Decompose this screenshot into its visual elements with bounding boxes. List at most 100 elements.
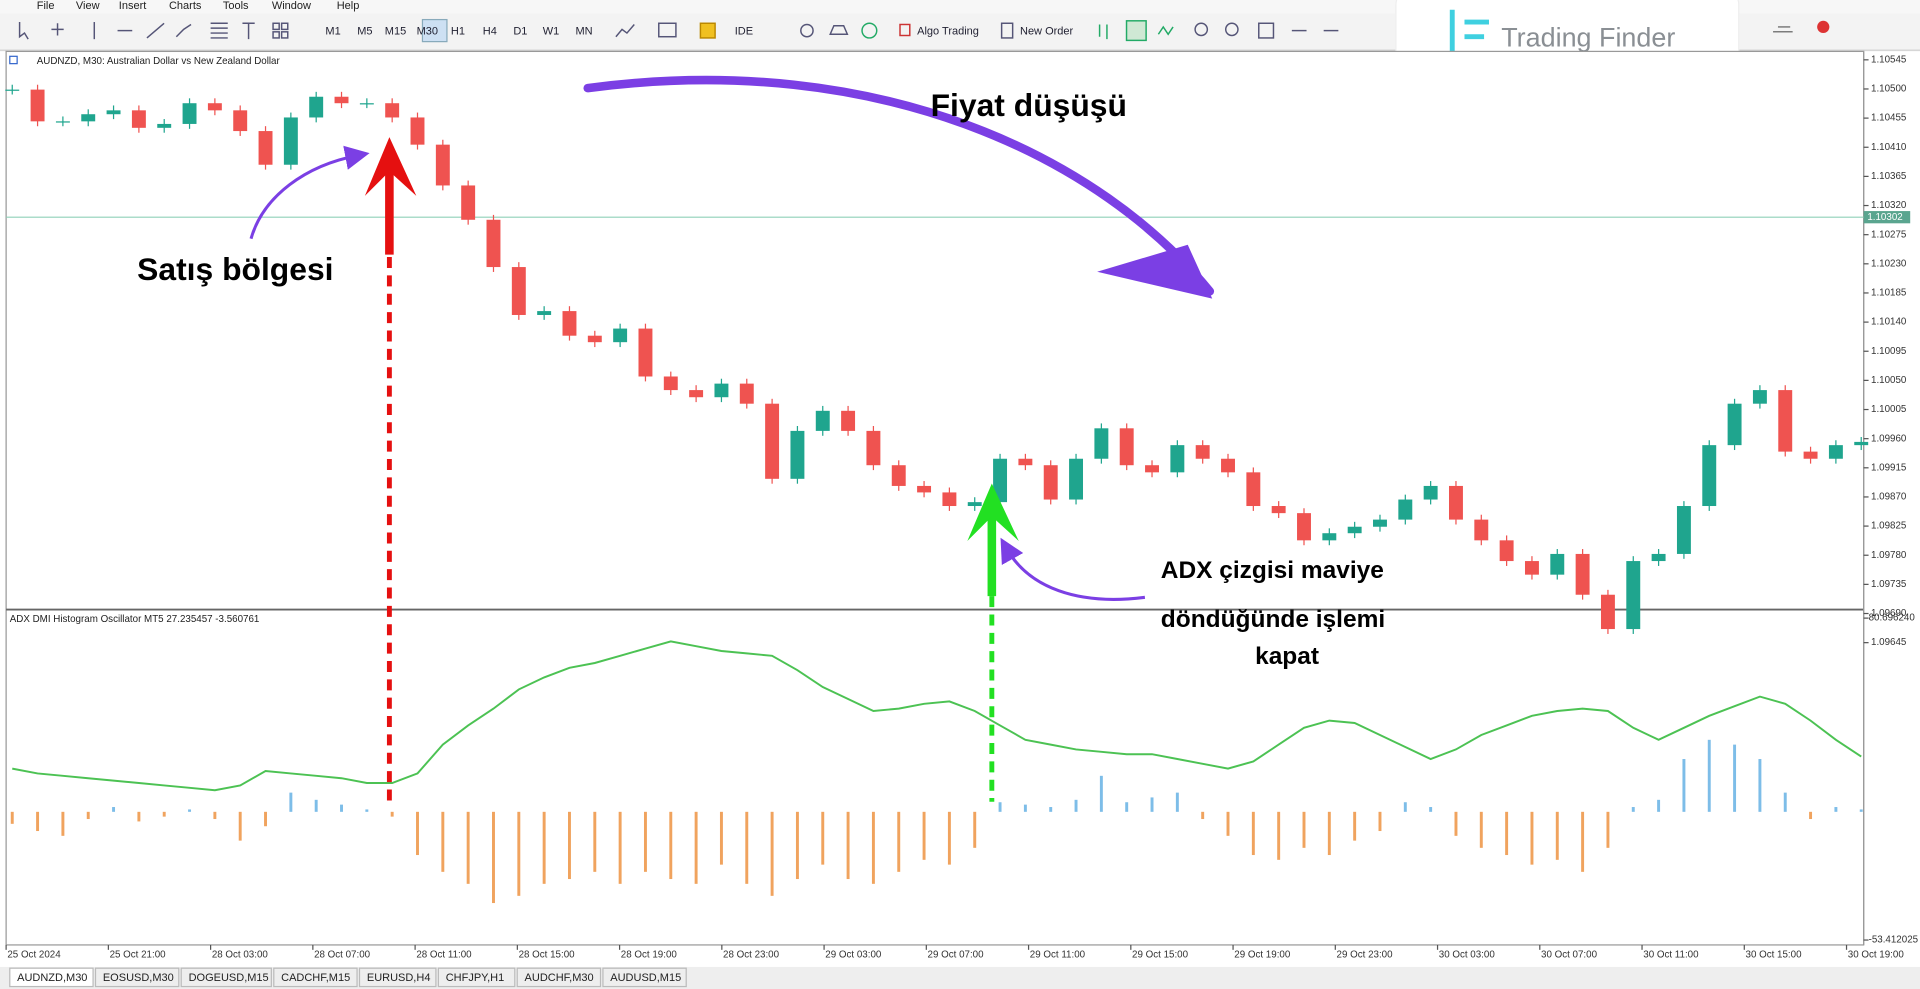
- histogram-bar: [416, 811, 419, 856]
- candle: [1854, 441, 1869, 446]
- tab[interactable]: [437, 967, 516, 988]
- algo-button[interactable]: Algo Trading: [917, 26, 979, 38]
- histogram-bar: [1099, 775, 1103, 812]
- histogram-bar: [643, 811, 647, 872]
- tab-label[interactable]: EOSUSD,M30: [103, 972, 174, 984]
- chart-frame: [5, 50, 1865, 946]
- histogram-bar: [568, 811, 571, 880]
- menu-item[interactable]: Insert: [119, 0, 147, 12]
- candle: [511, 267, 526, 315]
- chart-title: AUDNZD, M30: Australian Dollar vs New Ze…: [37, 56, 281, 67]
- candle: [714, 383, 729, 398]
- y-tick-label: 1.09870: [1871, 492, 1907, 503]
- tab[interactable]: [516, 967, 602, 988]
- histogram-bar: [745, 811, 749, 884]
- tab[interactable]: [94, 967, 180, 988]
- histogram-bar: [390, 811, 394, 817]
- histogram-bar: [542, 811, 546, 884]
- candle: [1043, 465, 1058, 500]
- menu-item[interactable]: Window: [272, 0, 311, 12]
- candle: [1170, 445, 1185, 473]
- candle: [182, 103, 197, 124]
- histogram-bar: [1302, 811, 1306, 848]
- candle: [1119, 428, 1134, 466]
- y-tick-label: 1.10320: [1871, 200, 1907, 211]
- timeframe-button[interactable]: M15: [385, 26, 406, 38]
- menu-item[interactable]: Tools: [223, 0, 249, 12]
- histogram-bar: [441, 811, 445, 872]
- tab[interactable]: [180, 967, 272, 988]
- histogram-bar: [821, 811, 825, 865]
- histogram-bar: [719, 811, 723, 865]
- candle: [1524, 561, 1539, 575]
- timeframe-button[interactable]: H1: [451, 26, 465, 38]
- histogram-bar: [1733, 744, 1737, 812]
- timeframe-button[interactable]: H4: [483, 26, 497, 38]
- candle: [1094, 428, 1109, 459]
- y-tick-label: 1.09960: [1871, 433, 1907, 444]
- histogram-bar: [1049, 807, 1053, 812]
- tab[interactable]: [273, 967, 358, 988]
- timeframe-button[interactable]: W1: [543, 26, 560, 38]
- sell-pointer: [249, 145, 370, 240]
- tab[interactable]: [358, 967, 437, 988]
- current-price-box: [1863, 211, 1911, 224]
- y-tick-label: 1.10500: [1871, 84, 1907, 95]
- candle: [258, 131, 273, 165]
- x-tick-label: 30 Oct 15:00: [1746, 949, 1803, 960]
- current-price-label: 1.10302: [1867, 212, 1902, 223]
- candle: [1499, 540, 1514, 562]
- tab-label[interactable]: EURUSD,H4: [367, 972, 431, 984]
- candle: [157, 123, 172, 128]
- timeframe-button[interactable]: M30: [417, 26, 438, 38]
- timeframe-button[interactable]: D1: [513, 26, 527, 38]
- ide-button[interactable]: IDE: [735, 26, 753, 38]
- y-tick-label: 80.696240: [1869, 613, 1916, 624]
- candle: [1018, 458, 1033, 466]
- tab-label[interactable]: CHFJPY,H1: [446, 972, 504, 984]
- histogram-bar: [517, 811, 521, 896]
- histogram-bar: [1530, 811, 1534, 865]
- histogram-bar: [1682, 759, 1686, 812]
- histogram-bar: [1834, 807, 1838, 812]
- drop-arrow-head: [1097, 244, 1213, 299]
- tab-label[interactable]: AUDNZD,M30: [17, 972, 87, 984]
- histogram-bar: [1479, 811, 1483, 848]
- tab-label[interactable]: CADCHF,M15: [281, 972, 350, 984]
- candle: [1195, 445, 1210, 459]
- y-tick-label: 1.09780: [1871, 550, 1907, 561]
- x-tick-label: 30 Oct 19:00: [1848, 949, 1905, 960]
- candle: [1727, 403, 1742, 446]
- timeframe-button[interactable]: M1: [325, 26, 340, 38]
- candle: [1702, 445, 1717, 507]
- histogram-bar: [213, 811, 217, 820]
- tab-label[interactable]: AUDCHF,M30: [525, 972, 594, 984]
- tab-label[interactable]: AUDUSD,M15: [610, 972, 681, 984]
- logo-text: Trading Finder: [1501, 22, 1675, 52]
- annotation: Fiyat düşüşü: [931, 87, 1127, 123]
- histogram-bar: [112, 807, 116, 812]
- timeframe-button[interactable]: MN: [576, 26, 593, 38]
- candle: [461, 185, 476, 220]
- tab[interactable]: [9, 967, 94, 988]
- menu-item[interactable]: File: [37, 0, 55, 12]
- candle: [587, 335, 602, 343]
- active-timeframe[interactable]: [421, 18, 448, 43]
- tab-label[interactable]: DOGEUSD,M15: [189, 972, 269, 984]
- histogram-bar: [897, 811, 901, 872]
- candle: [1550, 553, 1565, 575]
- tab[interactable]: [602, 967, 687, 988]
- candle: [790, 430, 805, 479]
- order-button[interactable]: New Order: [1020, 26, 1074, 38]
- x-tick-label: 28 Oct 03:00: [212, 949, 269, 960]
- histogram-bar: [1581, 811, 1585, 872]
- candle: [891, 465, 906, 486]
- histogram-bar: [1631, 807, 1635, 812]
- timeframe-button[interactable]: M5: [357, 26, 372, 38]
- menu-item[interactable]: View: [76, 0, 100, 12]
- histogram-bar: [1606, 811, 1610, 848]
- menu-item[interactable]: Charts: [169, 0, 202, 12]
- menu-item[interactable]: Help: [337, 0, 360, 12]
- x-tick-label: 29 Oct 23:00: [1337, 949, 1394, 960]
